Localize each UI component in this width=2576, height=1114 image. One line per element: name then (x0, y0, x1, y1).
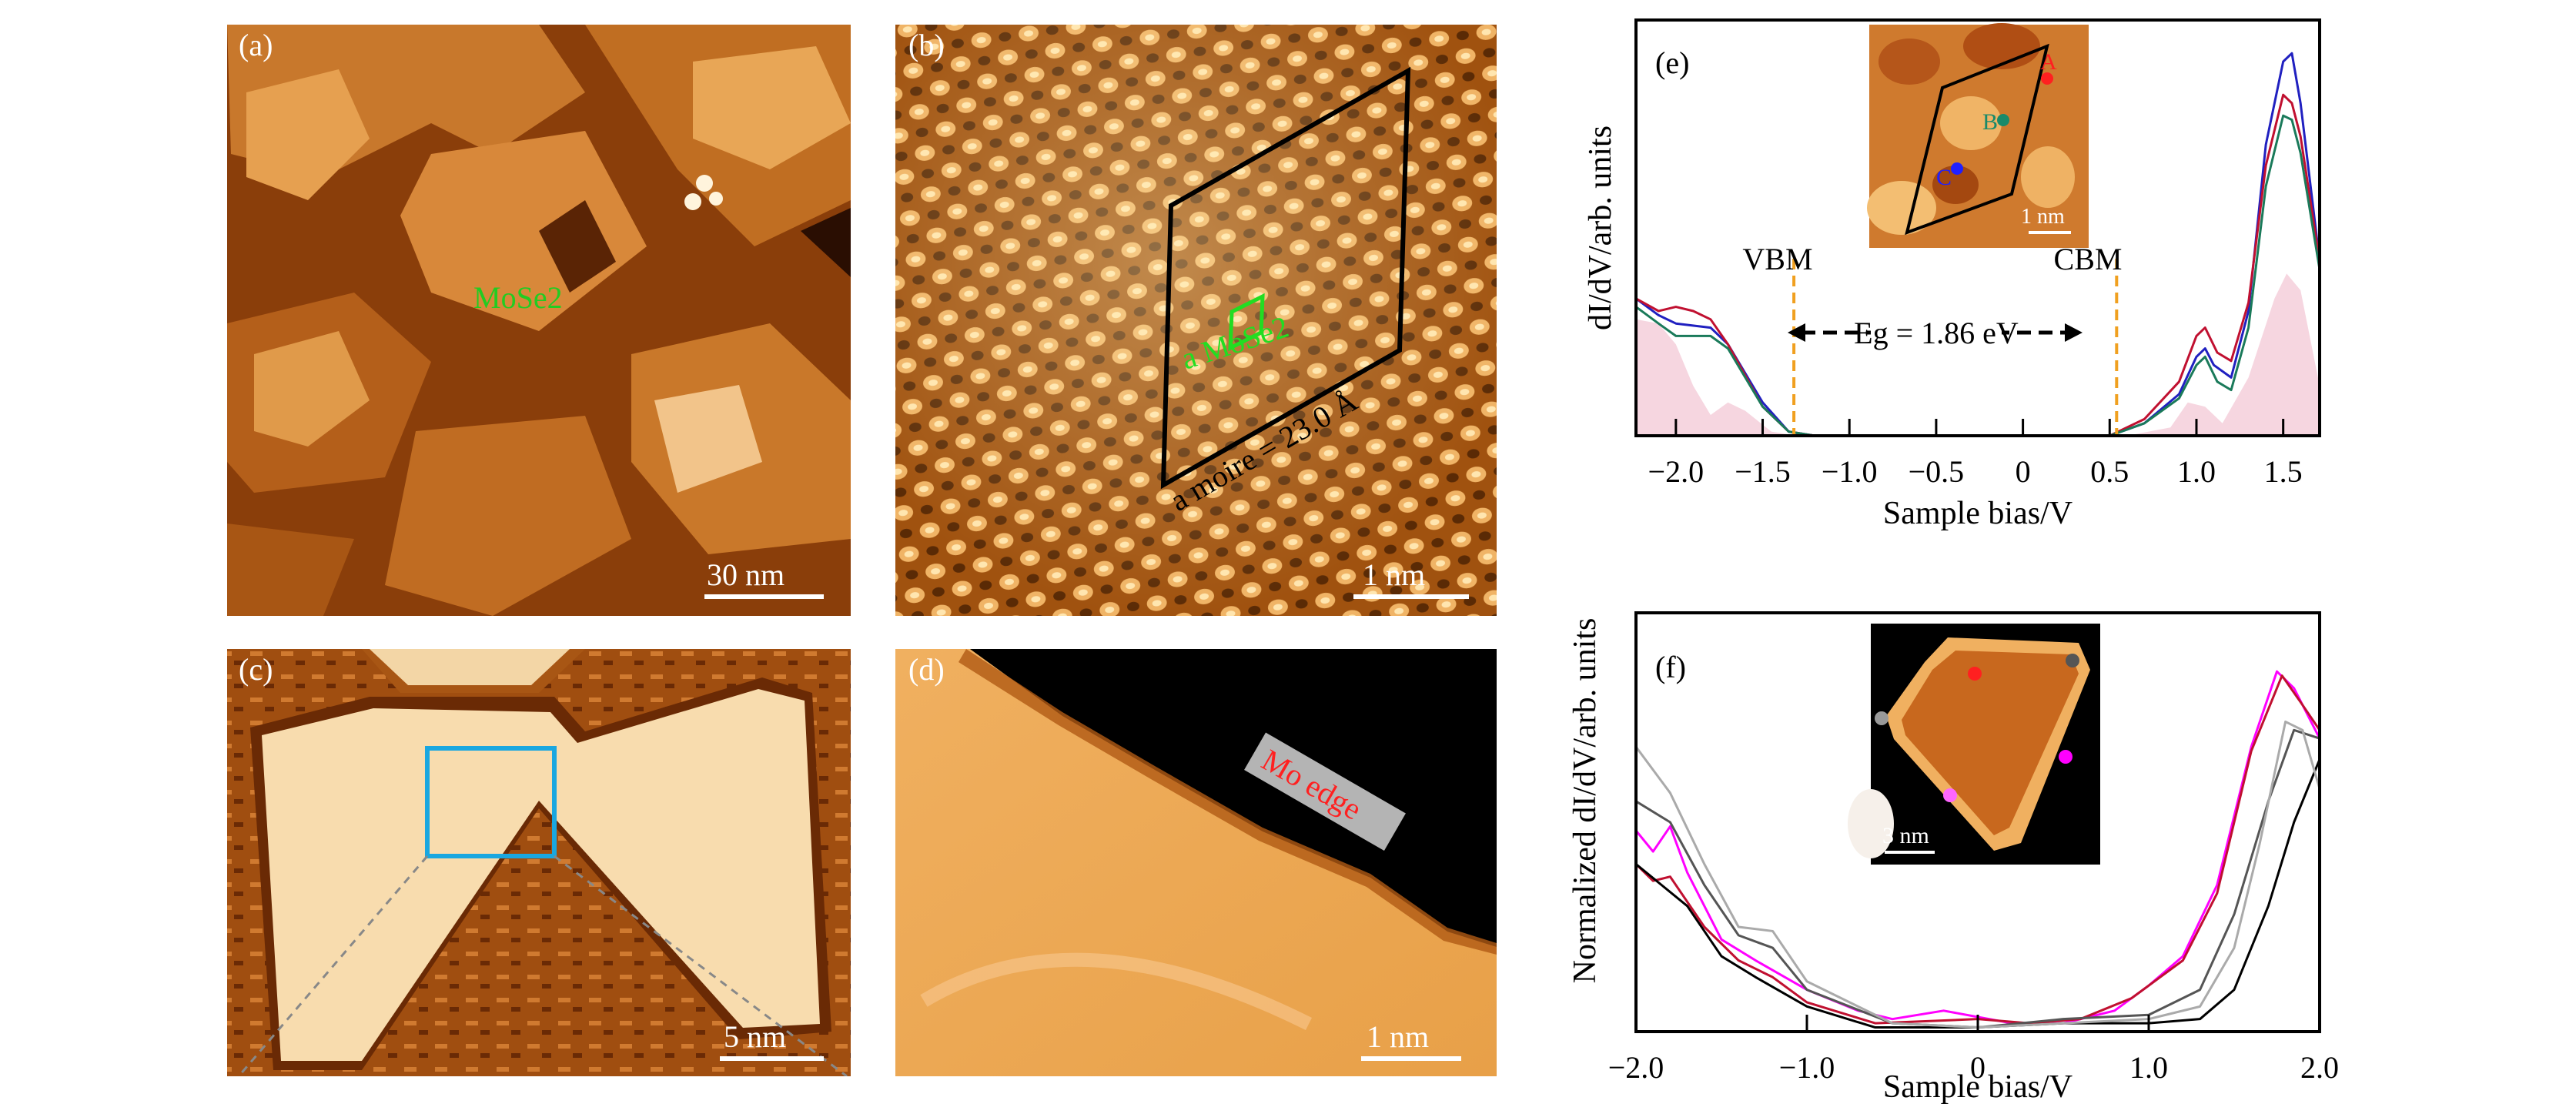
panel-f-xlabel: Sample bias/V (1883, 1069, 2073, 1105)
x-tick-label: −0.5 (1909, 454, 1965, 489)
x-tick-label: −1.5 (1735, 454, 1791, 489)
x-tick-label: 1.5 (2264, 454, 2303, 489)
x-tick-label: 1.0 (2177, 454, 2216, 489)
x-tick-label: −2.0 (1608, 1050, 1664, 1085)
panel-e-ylabel: dI/dV/arb. units (1583, 125, 1618, 330)
zoom-region-box (425, 746, 557, 858)
spectrum-line-1 (1635, 52, 2321, 437)
panel-a-stm-image: (a) MoSe2 30 nm (227, 25, 851, 616)
cbm-label: CBM (2054, 242, 2123, 276)
mose2-annotation: MoSe2 (473, 280, 563, 315)
panel-a-scalebar-label: 30 nm (707, 557, 785, 592)
point-a-label: A (2040, 49, 2057, 75)
panel-b-scalebar-label: 1 nm (1363, 557, 1425, 592)
point-b-label: B (1982, 109, 1998, 135)
x-tick-label: −1.0 (1779, 1050, 1835, 1085)
panel-f-inset-scalebar (1885, 851, 1935, 854)
spectrum-line-3 (1635, 114, 2321, 437)
panel-c-label: (c) (239, 652, 273, 687)
point-c-marker (1951, 162, 1963, 175)
x-tick-label: 1.0 (2129, 1050, 2168, 1085)
mo-edge-label-box (1244, 732, 1406, 851)
panel-f-ylabel: Normalized dI/dV/arb. units (1567, 618, 1603, 984)
f-point-darkgray (2066, 654, 2079, 667)
panel-d-label: (d) (908, 652, 945, 687)
x-tick-label: −2.0 (1648, 454, 1705, 489)
panel-e-chart: −2.0 −1.5 −1.0 −0.5 0 0.5 1.0 1.5 (e) A B C 1 n… (1583, 18, 2321, 531)
panel-c-scalebar-label: 5 nm (724, 1019, 786, 1054)
panel-d-stm-image: Mo edge (d) 1 nm (895, 649, 1497, 1076)
x-tick-label: 0.5 (2090, 454, 2129, 489)
panel-f-inset: 3 nm (1848, 624, 2100, 865)
f-point-magenta (2059, 750, 2073, 764)
dos-fill-area (1636, 273, 2320, 436)
inset-unit-cell (1905, 43, 2049, 236)
panel-e-frame (1634, 18, 2321, 437)
f-point-gray (1875, 711, 1889, 725)
panel-f-label: (f) (1655, 650, 1686, 684)
point-c-label: C (1936, 165, 1952, 190)
panel-b-stm-image: a MoSe2 a moire = 23.0 Å (b) 1 nm (895, 25, 1497, 616)
point-b-marker (1997, 114, 2009, 126)
f-point-pink (1943, 788, 1957, 802)
spectrum-line-2 (1635, 93, 2321, 437)
panel-a-scalebar (704, 594, 824, 599)
spectrum-line-2 (1634, 674, 2321, 1025)
panel-e-inset: A B C 1 nm (1867, 23, 2089, 248)
panel-e-inset-scalebar-label: 1 nm (2021, 205, 2065, 229)
f-point-red (1968, 667, 1982, 681)
point-a-marker (2041, 72, 2053, 85)
panel-c-scalebar (720, 1056, 824, 1061)
panel-e-label: (e) (1655, 45, 1689, 80)
panel-b-scalebar (1353, 594, 1469, 599)
panel-f-chart: −2.0 −1.0 0 1.0 2.0 (f) 3 nm Sample bias/V N… (1567, 611, 2339, 1105)
panel-b-label: (b) (908, 28, 945, 62)
x-tick-label: 2.0 (2300, 1050, 2339, 1085)
panel-f-inset-scalebar-label: 3 nm (1882, 823, 1929, 848)
mose2-unit-cell (1228, 293, 1265, 352)
x-tick-label: 0 (2016, 454, 2031, 489)
panel-c-stm-image: (c) 5 nm (227, 649, 851, 1076)
x-tick-label: −1.0 (1822, 454, 1878, 489)
panel-e-inset-scalebar (2029, 231, 2071, 234)
band-gap-arrow (1788, 312, 2083, 354)
panel-d-scalebar-label: 1 nm (1367, 1019, 1429, 1054)
f-point-black (2023, 841, 2037, 855)
panel-d-scalebar (1361, 1056, 1461, 1061)
x-tick-label: 0 (1970, 1050, 1986, 1085)
panel-e-xlabel: Sample bias/V (1883, 496, 2073, 531)
spectrum-line-5 (1634, 720, 2321, 1029)
band-gap-label: Eg = 1.86 eV (1854, 316, 2019, 350)
vbm-label: VBM (1742, 242, 1812, 276)
moire-unit-cell (1160, 66, 1411, 490)
panel-a-label: (a) (239, 28, 273, 62)
